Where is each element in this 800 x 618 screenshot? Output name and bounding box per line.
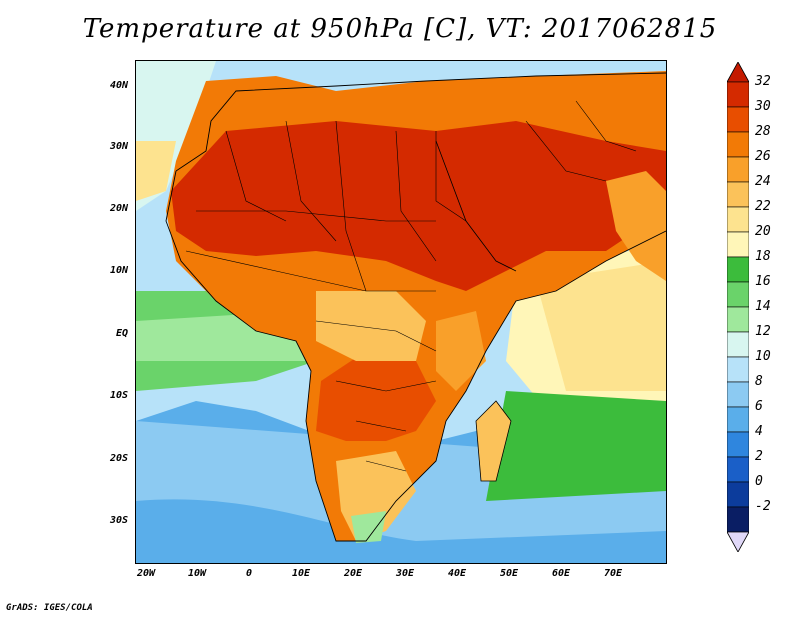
lon-label: 30E bbox=[395, 568, 415, 579]
temperature-field bbox=[136, 61, 666, 563]
lat-label: 40N bbox=[109, 80, 128, 91]
mediterranean-coast bbox=[175, 72, 666, 172]
colorbar-tick-label: 30 bbox=[755, 99, 771, 114]
colorbar-segment bbox=[727, 181, 749, 208]
lon-label: 10W bbox=[187, 568, 207, 579]
indian-ocean-green bbox=[486, 391, 666, 501]
grads-credit: GrADS: IGES/COLA bbox=[6, 603, 93, 613]
lon-label: 40E bbox=[447, 568, 467, 579]
colorbar-tick-label: 28 bbox=[755, 124, 771, 139]
colorbar-segment bbox=[727, 231, 749, 258]
lat-label: 10N bbox=[109, 265, 128, 276]
colorbar-tick-label: 32 bbox=[755, 74, 771, 89]
colorbar-segment bbox=[727, 431, 749, 458]
colorbar-segment bbox=[727, 106, 749, 133]
colorbar bbox=[727, 62, 749, 552]
colorbar-tick-label: 24 bbox=[755, 174, 771, 189]
colorbar-segment bbox=[727, 256, 749, 283]
india bbox=[606, 171, 666, 281]
madagascar bbox=[475, 400, 512, 482]
lon-label: 20W bbox=[136, 568, 156, 579]
colorbar-segment bbox=[727, 81, 749, 108]
lat-label: 30N bbox=[109, 141, 128, 152]
cold-ocean-band bbox=[136, 499, 666, 563]
colorbar-tick-label: 26 bbox=[755, 149, 771, 164]
lon-label: 10E bbox=[291, 568, 311, 579]
lon-label: 0 bbox=[245, 568, 253, 579]
lat-label: 20S bbox=[109, 453, 128, 464]
colorbar-segment bbox=[727, 356, 749, 383]
colorbar-tick-label: 20 bbox=[755, 224, 771, 239]
arabian-sea bbox=[536, 261, 666, 391]
canary-warm bbox=[136, 141, 176, 201]
colorbar-tick-label: 8 bbox=[755, 374, 763, 389]
colorbar-tick-label: 10 bbox=[755, 349, 771, 364]
colorbar-tick-label: 16 bbox=[755, 274, 771, 289]
lat-label: 10S bbox=[109, 390, 128, 401]
lon-label: 70E bbox=[603, 568, 623, 579]
southern-africa-hot bbox=[316, 351, 436, 441]
lat-label: 30S bbox=[109, 515, 128, 526]
east-africa-highlands bbox=[436, 311, 486, 391]
map-title: Temperature at 950hPa [C], VT: 201706281… bbox=[82, 14, 718, 44]
colorbar-segment bbox=[727, 456, 749, 483]
colorbar-tick-label: 2 bbox=[755, 449, 763, 464]
lat-label: 20N bbox=[109, 203, 128, 214]
colorbar-tick-label: 22 bbox=[755, 199, 771, 214]
central-africa bbox=[316, 291, 426, 361]
lon-label: 60E bbox=[551, 568, 571, 579]
hot-core bbox=[171, 121, 666, 291]
colorbar-min-triangle bbox=[727, 531, 749, 552]
colorbar-segment bbox=[727, 131, 749, 158]
lon-label: 20E bbox=[343, 568, 363, 579]
lat-label: EQ bbox=[115, 328, 128, 339]
colorbar-tick-label: 18 bbox=[755, 249, 771, 264]
colorbar-tick-label: 14 bbox=[755, 299, 771, 314]
colorbar-max-triangle bbox=[727, 62, 749, 83]
colorbar-segment bbox=[727, 406, 749, 433]
colorbar-tick-label: -2 bbox=[755, 499, 771, 514]
colorbar-segment bbox=[727, 506, 749, 533]
colorbar-tick-label: 0 bbox=[755, 474, 763, 489]
colorbar-segment bbox=[727, 281, 749, 308]
colorbar-segment bbox=[727, 206, 749, 233]
colorbar-segment bbox=[727, 381, 749, 408]
colorbar-segment bbox=[727, 331, 749, 358]
country-borders bbox=[185, 100, 637, 472]
colorbar-segment bbox=[727, 156, 749, 183]
lon-label: 50E bbox=[499, 568, 519, 579]
colorbar-segment bbox=[727, 481, 749, 508]
cape-cool bbox=[351, 511, 386, 543]
colorbar-tick-label: 12 bbox=[755, 324, 771, 339]
red-sea-coast bbox=[435, 140, 517, 272]
colorbar-tick-label: 4 bbox=[755, 424, 763, 439]
african-coastline bbox=[165, 170, 666, 542]
colorbar-tick-label: 6 bbox=[755, 399, 763, 414]
colorbar-segment bbox=[727, 306, 749, 333]
temperature-map bbox=[135, 60, 667, 564]
